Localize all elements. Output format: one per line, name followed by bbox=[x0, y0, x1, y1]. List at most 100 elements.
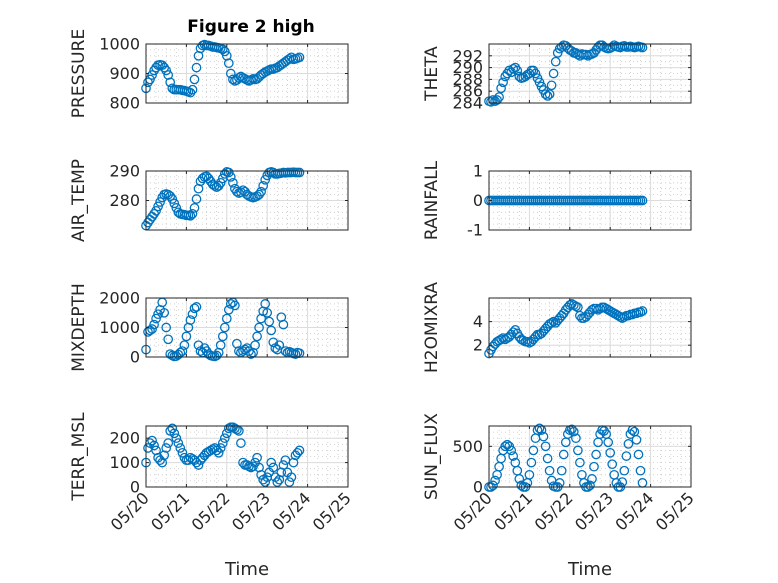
data-point bbox=[228, 177, 238, 188]
data-point bbox=[256, 186, 266, 197]
x-axis-label: Time bbox=[224, 559, 269, 580]
y-tick-label: 900 bbox=[109, 64, 140, 83]
data-point bbox=[234, 346, 244, 356]
data-point bbox=[635, 465, 646, 476]
data-point bbox=[631, 308, 642, 319]
data-point bbox=[508, 451, 519, 461]
data-point bbox=[173, 438, 184, 448]
data-point bbox=[177, 447, 188, 458]
data-point bbox=[191, 302, 202, 312]
data-point bbox=[258, 180, 269, 191]
y-tick-label: 100 bbox=[109, 453, 140, 472]
data-point bbox=[147, 70, 157, 80]
data-point bbox=[566, 424, 577, 435]
y-tick-label: 2 bbox=[473, 336, 483, 355]
data-point bbox=[225, 68, 236, 79]
data-point bbox=[185, 210, 196, 221]
data-point bbox=[524, 469, 535, 480]
data-point bbox=[213, 447, 224, 458]
y-tick-label: 0 bbox=[130, 348, 140, 367]
data-point bbox=[623, 439, 634, 449]
data-point bbox=[264, 316, 275, 327]
data-point bbox=[587, 474, 597, 484]
data-point bbox=[510, 62, 521, 73]
data-point bbox=[266, 457, 277, 468]
data-point bbox=[244, 346, 254, 356]
data-point bbox=[167, 423, 178, 434]
data-point bbox=[575, 457, 585, 468]
y-tick-label: 0 bbox=[473, 191, 483, 210]
data-point bbox=[496, 83, 506, 94]
data-point bbox=[528, 65, 539, 76]
data-point bbox=[209, 180, 220, 191]
y-tick-label: 290 bbox=[109, 162, 140, 181]
data-point bbox=[153, 309, 163, 320]
data-point bbox=[294, 445, 305, 456]
data-point bbox=[556, 465, 567, 476]
data-point bbox=[219, 169, 230, 179]
data-point bbox=[508, 327, 519, 338]
data-point bbox=[490, 475, 500, 486]
data-point bbox=[215, 443, 226, 453]
y-tick-label: 1000 bbox=[99, 318, 140, 337]
data-point bbox=[605, 447, 616, 458]
data-point bbox=[294, 167, 305, 178]
data-point bbox=[274, 340, 285, 351]
data-point bbox=[223, 58, 234, 69]
axes-air-temp: 280 290 AIR_TEMP bbox=[69, 159, 349, 242]
data-point bbox=[161, 443, 172, 453]
data-point bbox=[246, 75, 256, 85]
data-point bbox=[506, 445, 517, 456]
data-point bbox=[528, 445, 539, 456]
data-point bbox=[266, 325, 277, 336]
axes-mixdepth: 0 1000 2000 MIXDEPTH bbox=[69, 283, 349, 372]
data-point bbox=[492, 95, 502, 105]
data-point bbox=[260, 477, 271, 487]
data-point bbox=[494, 92, 504, 102]
data-point bbox=[633, 449, 644, 460]
y-tick-label: 288 bbox=[452, 70, 483, 89]
data-point bbox=[159, 307, 170, 318]
data-point bbox=[514, 474, 525, 484]
data-point bbox=[548, 68, 559, 79]
data-point bbox=[540, 441, 551, 452]
data-point bbox=[236, 438, 246, 448]
data-point bbox=[272, 477, 283, 487]
data-point bbox=[254, 189, 264, 200]
data-point bbox=[591, 449, 601, 460]
data-point bbox=[292, 447, 303, 458]
axes-h2omixra: 2 4 H2OMIXRA bbox=[422, 282, 692, 373]
data-point bbox=[191, 194, 202, 204]
data-point bbox=[219, 433, 230, 444]
data-point bbox=[219, 322, 230, 333]
data-point bbox=[151, 205, 161, 216]
data-point bbox=[213, 180, 224, 191]
data-point bbox=[498, 77, 508, 88]
data-point bbox=[498, 333, 508, 343]
data-point bbox=[149, 208, 159, 219]
data-point bbox=[225, 172, 236, 182]
data-point bbox=[250, 340, 260, 351]
data-point bbox=[179, 340, 190, 351]
data-point bbox=[165, 191, 176, 201]
y-tick-label: 500 bbox=[452, 437, 483, 456]
data-point bbox=[217, 331, 228, 342]
data-point bbox=[571, 301, 581, 312]
data-point bbox=[516, 480, 527, 491]
data-point bbox=[211, 350, 222, 361]
data-point bbox=[274, 474, 285, 485]
data-point bbox=[260, 174, 271, 185]
y-tick-label: 800 bbox=[109, 94, 140, 113]
data-point bbox=[185, 87, 196, 98]
data-point bbox=[530, 68, 541, 79]
data-point bbox=[252, 331, 262, 342]
data-point bbox=[544, 465, 555, 476]
data-point bbox=[169, 198, 180, 209]
data-point bbox=[171, 433, 182, 444]
data-point bbox=[526, 457, 537, 468]
data-point bbox=[223, 167, 234, 178]
data-point bbox=[167, 194, 178, 204]
y-tick-label: 292 bbox=[452, 46, 483, 65]
data-point bbox=[571, 433, 581, 444]
figure-title: Figure 2 high bbox=[187, 17, 315, 37]
